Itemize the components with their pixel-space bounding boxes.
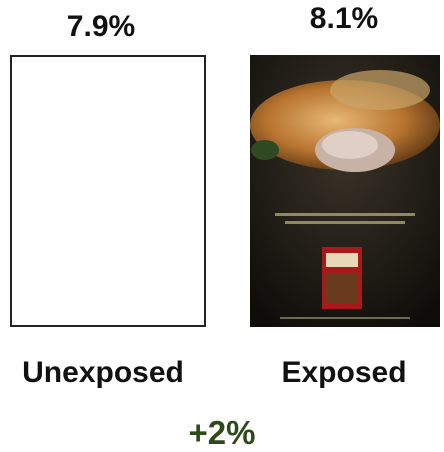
exposed-value: 8.1% [309, 2, 379, 35]
unexposed-value: 7.9% [66, 10, 136, 43]
unexposed-label: Unexposed [22, 356, 184, 389]
exposed-label: Exposed [281, 356, 407, 389]
difference: +2% [188, 414, 256, 451]
ad-image [250, 55, 440, 327]
blank-ad [10, 55, 206, 327]
